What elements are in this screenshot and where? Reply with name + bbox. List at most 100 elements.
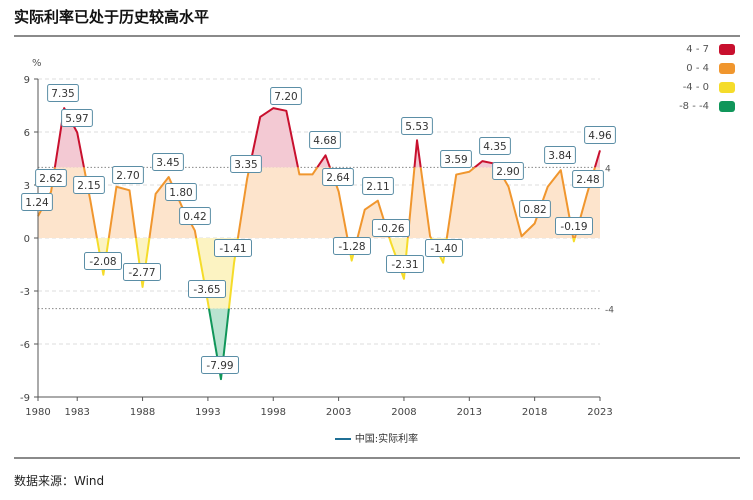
data-label-box (333, 237, 371, 255)
data-label: -3.65 (193, 284, 220, 296)
data-label-box (479, 137, 511, 155)
data-label-box (84, 252, 122, 270)
data-label: 0.42 (183, 211, 206, 223)
data-label-box (188, 280, 226, 298)
data-label-box (270, 87, 302, 105)
data-label-box (47, 84, 79, 102)
band-legend: 4 - 7 0 - 4 -4 - 0 -8 - -4 (679, 40, 735, 116)
data-label: 2.62 (39, 173, 62, 185)
data-label-box (152, 153, 184, 171)
title-divider (14, 35, 740, 37)
legend-item: 4 - 7 (679, 40, 735, 59)
y-tick-label: 9 (24, 75, 30, 86)
data-label: 3.45 (156, 157, 179, 169)
data-label: 5.53 (405, 121, 428, 133)
data-label-box (35, 169, 67, 187)
x-tick-label: 1980 (25, 407, 50, 418)
x-tick-label: 2003 (326, 407, 351, 418)
legend-swatch (719, 101, 735, 112)
data-label-box (165, 183, 197, 201)
data-label: 4.35 (483, 141, 506, 153)
x-tick-label: 1998 (261, 407, 286, 418)
y-tick-label: 0 (24, 234, 30, 245)
chart-plot: % 4 -4 9 6 3 0 -3 -6 -9 1980 1983 1988 1993 1998 2003 2… (20, 58, 616, 418)
legend-label: -4 - 0 (682, 82, 709, 93)
data-label-box (179, 207, 211, 225)
series-line (37, 167, 596, 238)
series-legend-line (334, 438, 351, 440)
data-label: -2.31 (391, 259, 418, 271)
data-label-box (309, 131, 341, 149)
y-tick-label: -9 (20, 393, 30, 404)
data-label-box (372, 219, 410, 237)
data-label: 2.70 (116, 170, 139, 182)
legend-swatch (719, 44, 735, 55)
data-label-box (544, 146, 576, 164)
series-line (53, 107, 601, 168)
footer-divider (14, 457, 740, 459)
legend-item: -4 - 0 (679, 78, 735, 97)
series-legend: 中国:实际利率 (0, 430, 753, 445)
legend-item: 0 - 4 (679, 59, 735, 78)
data-label-box (572, 170, 604, 188)
data-source: 数据来源：Wind (14, 474, 105, 488)
data-label: 1.80 (169, 187, 192, 199)
data-label-box (555, 217, 593, 235)
legend-item: -8 - -4 (679, 97, 735, 116)
series-legend-label: 中国:实际利率 (354, 434, 419, 445)
data-label-box (401, 117, 433, 135)
data-label: 2.64 (326, 172, 350, 184)
data-label-box (425, 239, 463, 257)
y-tick-label: 3 (24, 181, 30, 192)
legend-swatch (719, 63, 735, 74)
data-label-box (61, 109, 93, 127)
data-label-box (21, 193, 53, 211)
data-label-box (73, 176, 105, 194)
data-label: -1.41 (219, 243, 246, 255)
data-label: 3.35 (234, 159, 257, 171)
x-tick-label: 2008 (391, 407, 416, 418)
data-label: 7.20 (274, 91, 297, 103)
data-label-box (230, 155, 262, 173)
data-label-box (214, 239, 252, 257)
y-tick-label: 6 (24, 128, 30, 139)
y-tick-label: -3 (20, 287, 30, 298)
data-label: 2.48 (576, 174, 599, 186)
x-tick-label: 1983 (64, 407, 89, 418)
legend-label: 0 - 4 (686, 63, 709, 74)
data-label: 4.68 (313, 135, 336, 147)
data-label-box (201, 356, 239, 374)
data-label: 7.35 (51, 88, 74, 100)
data-label: -2.08 (89, 256, 116, 268)
reference-line-label: 4 (605, 164, 611, 174)
data-label: 2.11 (366, 181, 389, 193)
legend-swatch (719, 82, 735, 93)
data-label-box (492, 162, 524, 180)
data-label: 3.59 (444, 154, 467, 166)
data-label-box (112, 166, 144, 184)
data-label-box (123, 263, 161, 281)
y-axis-unit: % (32, 58, 42, 69)
data-label: -7.99 (206, 360, 233, 372)
data-label: -2.77 (128, 267, 155, 279)
x-tick-label: 2013 (457, 407, 482, 418)
legend-label: -8 - -4 (679, 101, 709, 112)
y-tick-label: -6 (20, 340, 30, 351)
x-tick-label: 1993 (195, 407, 220, 418)
data-label-box (362, 177, 394, 195)
data-label-box (440, 150, 472, 168)
data-label: 2.90 (496, 166, 519, 178)
data-label: 4.96 (588, 130, 612, 142)
band-area (38, 167, 600, 238)
data-label: -1.40 (430, 243, 457, 255)
data-label: 2.15 (77, 180, 100, 192)
x-tick-label: 2018 (522, 407, 547, 418)
data-label: -1.28 (338, 241, 365, 253)
data-label-box (519, 200, 551, 218)
data-label: 0.82 (523, 204, 546, 216)
x-tick-label: 1988 (130, 407, 155, 418)
data-label-box (386, 255, 424, 273)
data-label: -0.26 (377, 223, 404, 235)
data-label: 5.97 (65, 113, 88, 125)
chart-title: 实际利率已处于历史较高水平 (14, 8, 210, 26)
